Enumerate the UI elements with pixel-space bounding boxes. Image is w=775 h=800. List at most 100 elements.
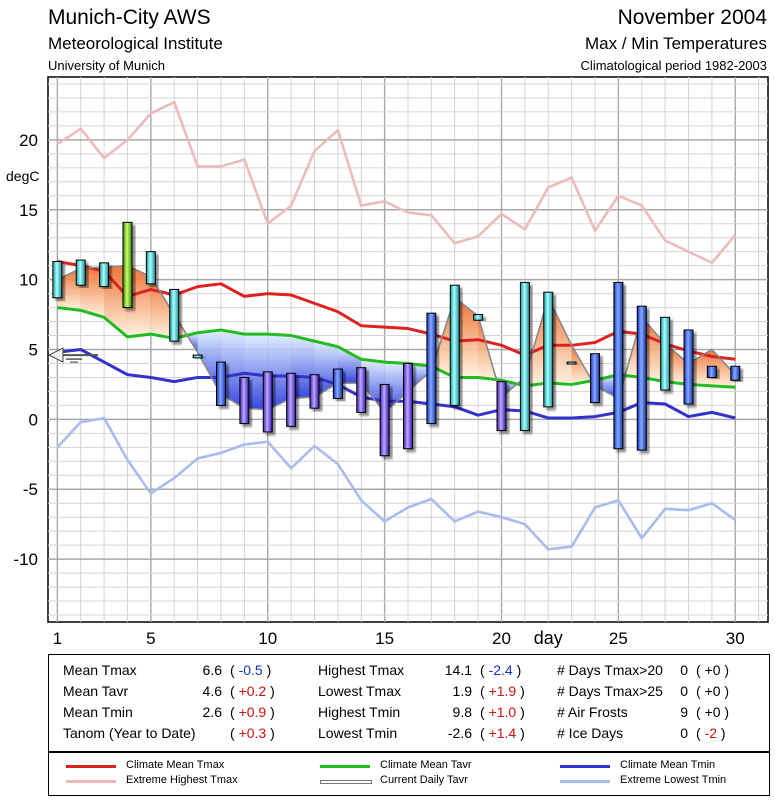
daily-bar — [590, 353, 601, 404]
x-tick-label: 25 — [609, 629, 628, 648]
stat-anomaly: ( +0.2 ) — [230, 683, 275, 699]
extreme-highest-tmax-line — [56, 100, 737, 265]
daily-bar — [52, 260, 63, 299]
stat-value: 9.8 — [452, 704, 472, 720]
warm-anomaly-fill — [127, 265, 151, 337]
legend-swatch — [560, 765, 610, 768]
daily-bar — [426, 312, 437, 425]
stat-value: 0 — [680, 725, 688, 741]
legend-swatch — [66, 765, 116, 768]
stat-value: -2.6 — [447, 725, 472, 741]
stat-label: Highest Tmax — [318, 662, 405, 678]
daily-bar — [332, 368, 343, 399]
legend-swatch — [560, 780, 610, 783]
x-axis-label: day — [534, 628, 563, 648]
legend-swatch — [66, 780, 116, 783]
daily-bar — [449, 284, 460, 406]
daily-range-bars — [52, 221, 741, 457]
stat-value: 14.1 — [444, 662, 472, 678]
statistics-panel — [48, 654, 770, 752]
daily-bar — [566, 361, 577, 365]
stat-value: 0 — [680, 662, 688, 678]
x-tick-label: 5 — [146, 629, 155, 648]
chart-subtitle: Max / Min Temperatures — [584, 34, 767, 53]
warm-anomaly-fill — [57, 268, 81, 311]
stat-anomaly: ( -2.4 ) — [480, 662, 522, 678]
daily-bar — [543, 291, 554, 408]
university-name: University of Munich — [48, 58, 166, 73]
institute-name: Meteorological Institute — [48, 34, 223, 53]
daily-bar — [215, 361, 226, 406]
x-tick-label: 30 — [726, 629, 745, 648]
legend-swatch — [320, 765, 370, 768]
y-tick-label: 5 — [29, 341, 38, 360]
daily-bar — [379, 383, 390, 457]
stat-label: # Days Tmax>20 — [557, 662, 663, 678]
warm-anomaly-fill — [104, 265, 128, 337]
daily-bar — [169, 288, 180, 342]
legend-label: Climate Mean Tmax — [126, 759, 225, 771]
y-axis-label: degC — [6, 168, 39, 184]
warm-anomaly-fill — [688, 349, 712, 386]
daily-bar — [683, 329, 694, 405]
legend — [48, 752, 770, 796]
stat-anomaly: ( +1.0 ) — [480, 704, 525, 720]
warm-anomaly-fill — [711, 349, 736, 388]
stat-anomaly: ( -0.5 ) — [230, 662, 272, 678]
daily-bar — [262, 371, 273, 433]
stat-anomaly: ( +1.9 ) — [480, 683, 525, 699]
x-tick-label: 15 — [375, 629, 394, 648]
legend-label: Climate Mean Tmin — [620, 759, 716, 771]
daily-bar — [145, 251, 156, 285]
legend-label: Climate Mean Tavr — [380, 759, 472, 771]
x-tick-label: 1 — [53, 629, 62, 648]
daily-bar — [730, 365, 741, 381]
y-tick-label: 15 — [19, 201, 38, 220]
station-title: Munich-City AWS — [48, 6, 211, 29]
daily-bar — [519, 281, 530, 432]
stat-label: Lowest Tmin — [318, 725, 398, 741]
cool-anomaly-fill — [220, 329, 245, 409]
legend-swatch — [320, 780, 372, 784]
stat-label: # Days Tmax>25 — [557, 683, 663, 699]
warm-anomaly-fill — [665, 343, 689, 385]
daily-bar — [75, 259, 86, 286]
stat-anomaly: ( +0 ) — [696, 662, 730, 678]
stat-anomaly: ( -2 ) — [696, 725, 726, 741]
stat-anomaly: ( +0 ) — [696, 704, 730, 720]
stat-label: # Ice Days — [557, 725, 624, 741]
legend-label: Extreme Highest Tmax — [126, 774, 238, 786]
daily-bar — [613, 281, 624, 450]
daily-bar — [122, 221, 133, 309]
x-tick-label: 10 — [258, 629, 277, 648]
stat-value: 2.6 — [202, 704, 222, 720]
stat-anomaly: ( +0 ) — [696, 683, 730, 699]
stat-label: Tanom (Year to Date) — [63, 725, 196, 741]
daily-bar — [660, 316, 671, 391]
cool-anomaly-fill — [244, 334, 268, 410]
stat-anomaly: ( +0.3 ) — [230, 725, 275, 741]
stat-anomaly: ( +0.9 ) — [230, 704, 275, 720]
stat-value: 0 — [680, 683, 688, 699]
daily-bar — [192, 354, 203, 359]
stat-label: # Air Frosts — [557, 704, 628, 720]
extreme-lowest-tmin-line — [56, 416, 737, 551]
cool-anomaly-fill — [291, 335, 315, 399]
daily-bar — [239, 376, 250, 425]
stat-label: Mean Tavr — [63, 683, 129, 699]
stat-label: Highest Tmin — [318, 704, 401, 720]
cool-anomaly-fill — [337, 346, 362, 384]
warm-anomaly-fill — [641, 317, 666, 382]
stat-value: 9 — [680, 704, 688, 720]
stat-label: Mean Tmax — [63, 662, 137, 678]
daily-bar — [356, 367, 367, 413]
warm-anomaly-fill — [80, 267, 105, 318]
stat-label: Lowest Tmax — [318, 683, 401, 699]
daily-bar — [286, 372, 297, 427]
daily-bar — [403, 362, 413, 450]
cool-anomaly-fill — [408, 363, 432, 392]
stat-anomaly: ( +1.4 ) — [480, 725, 525, 741]
warm-anomaly-fill — [548, 297, 572, 385]
